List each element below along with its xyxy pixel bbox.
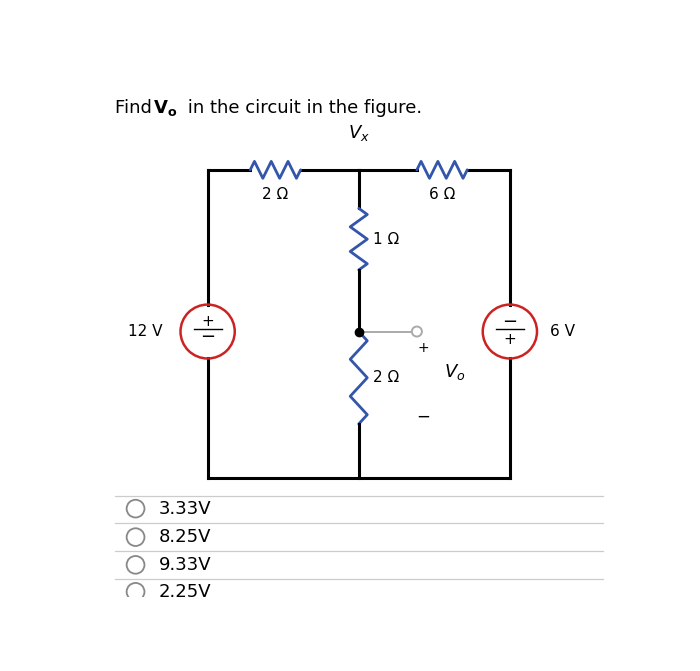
Text: $\mathbf{V_o}$: $\mathbf{V_o}$	[153, 98, 178, 118]
Text: 1 Ω: 1 Ω	[372, 231, 399, 247]
Text: +: +	[417, 342, 429, 356]
Text: 6 V: 6 V	[550, 324, 575, 339]
Text: 9.33V: 9.33V	[159, 556, 211, 574]
Text: 3.33V: 3.33V	[159, 500, 211, 517]
Text: 12 V: 12 V	[128, 324, 162, 339]
Text: 2 Ω: 2 Ω	[372, 370, 399, 385]
Text: −: −	[416, 407, 430, 425]
Text: 2 Ω: 2 Ω	[262, 187, 288, 202]
Text: 8.25V: 8.25V	[159, 528, 211, 546]
Text: −: −	[503, 313, 517, 331]
Text: +: +	[202, 314, 214, 329]
Text: +: +	[503, 331, 517, 347]
Text: −: −	[200, 328, 215, 346]
Text: $V_o$: $V_o$	[444, 362, 466, 382]
Text: in the circuit in the figure.: in the circuit in the figure.	[182, 99, 422, 117]
Circle shape	[412, 327, 422, 337]
Text: Find: Find	[115, 99, 158, 117]
Text: 2.25V: 2.25V	[159, 583, 211, 601]
Text: $V_x$: $V_x$	[348, 123, 370, 143]
Text: 6 Ω: 6 Ω	[429, 187, 455, 202]
